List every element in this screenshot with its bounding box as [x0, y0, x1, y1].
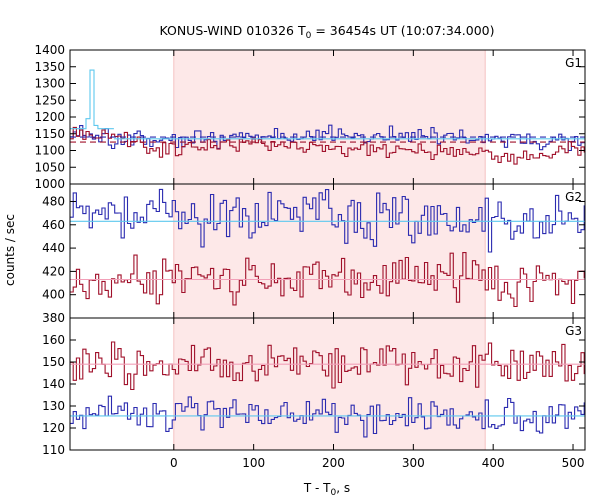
y-tick-label: 1100 — [34, 144, 65, 158]
x-tick-label: 400 — [482, 456, 505, 470]
y-tick-label: 110 — [42, 443, 65, 457]
y-tick-label: 1250 — [34, 93, 65, 107]
y-tick-label: 440 — [42, 241, 65, 255]
x-tick-label: 0 — [170, 456, 178, 470]
series-group — [70, 69, 585, 165]
y-axis-label: counts / sec — [3, 214, 17, 286]
series-red-lightcurve — [70, 252, 585, 308]
y-tick-label: 1050 — [34, 160, 65, 174]
y-tick-label: 150 — [42, 355, 65, 369]
series-group — [70, 341, 585, 438]
shaded-interval — [173, 318, 486, 450]
series-cyan-step — [70, 69, 114, 130]
x-tick-label: 500 — [562, 456, 585, 470]
y-tick-label: 420 — [42, 264, 65, 278]
y-tick-label: 140 — [42, 377, 65, 391]
series-blue-lightcurve — [70, 395, 585, 438]
panel-label: G1 — [565, 56, 582, 70]
x-tick-label: 100 — [242, 456, 265, 470]
y-tick-label: 1400 — [34, 43, 65, 57]
y-tick-label: 1000 — [34, 177, 65, 191]
panel-g3: 110 120 130 140 150 160 0 100 200 300 400 500 G3 — [42, 317, 586, 470]
y-tick-label: 380 — [42, 311, 65, 325]
chart-title: KONUS-WIND 010326 T0 = 36454s UT (10:07:… — [159, 23, 494, 41]
x-axis-label: T - T0, s — [303, 481, 350, 498]
y-tick-label: 160 — [42, 333, 65, 347]
x-tick-label: 200 — [322, 456, 345, 470]
panels-group: 100010501100115012001250130013501400G138… — [34, 43, 586, 470]
series-group — [70, 188, 585, 308]
panel-g1: 1000 1050 1100 1150 1200 1250 1300 1350 1400 G1 — [34, 43, 586, 191]
y-tick-label: 1350 — [34, 60, 65, 74]
y-tick-label: 120 — [42, 421, 65, 435]
y-tick-label: 130 — [42, 399, 65, 413]
y-tick-label: 1150 — [34, 127, 65, 141]
shaded-interval — [173, 50, 486, 184]
series-red-lightcurve — [70, 126, 585, 165]
y-tick-label: 460 — [42, 218, 65, 232]
series-blue-lightcurve — [70, 124, 585, 152]
x-tick-label: 300 — [402, 456, 425, 470]
y-tick-label: 1300 — [34, 77, 65, 91]
panel-label: G3 — [565, 324, 582, 338]
y-tick-label: 480 — [42, 194, 65, 208]
series-blue-lightcurve — [70, 188, 585, 253]
y-tick-label: 400 — [42, 288, 65, 302]
panel-label: G2 — [565, 190, 582, 204]
panel-g2: 380 400 420 440 460 480 G2 — [42, 183, 586, 325]
y-tick-label: 1200 — [34, 110, 65, 124]
